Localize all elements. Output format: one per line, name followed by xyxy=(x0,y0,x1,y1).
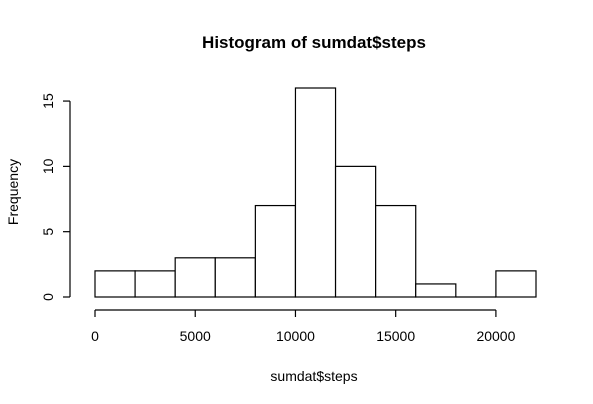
bars-group xyxy=(94,87,537,298)
histogram-bar-6 xyxy=(334,165,377,298)
histogram-bar-10 xyxy=(495,270,537,298)
y-tick-label: 5 xyxy=(40,228,56,236)
y-tick-label: 10 xyxy=(40,158,56,174)
y-axis-label: Frequency xyxy=(5,159,21,225)
y-tick-label: 0 xyxy=(40,293,56,301)
x-axis-label: sumdat$steps xyxy=(270,368,357,384)
y-tick-label: 15 xyxy=(40,93,56,109)
histogram-bar-3 xyxy=(214,257,256,298)
x-tick-label: 20000 xyxy=(476,328,515,344)
x-axis: 0 5000 10000 15000 20000 xyxy=(91,309,516,344)
histogram-bar-7 xyxy=(375,204,417,298)
histogram-bar-0 xyxy=(94,270,136,298)
chart-title: Histogram of sumdat$steps xyxy=(202,33,426,52)
histogram-bar-8 xyxy=(415,283,457,298)
x-tick-label: 0 xyxy=(91,328,99,344)
x-tick-label: 15000 xyxy=(376,328,415,344)
histogram-bar-4 xyxy=(254,204,297,298)
x-tick-label: 5000 xyxy=(180,328,211,344)
histogram-bar-2 xyxy=(174,257,216,298)
x-tick-label: 10000 xyxy=(276,328,315,344)
histogram-bar-5 xyxy=(294,87,337,298)
y-axis: 0 5 10 15 xyxy=(40,93,71,301)
histogram-bar-1 xyxy=(134,270,176,298)
